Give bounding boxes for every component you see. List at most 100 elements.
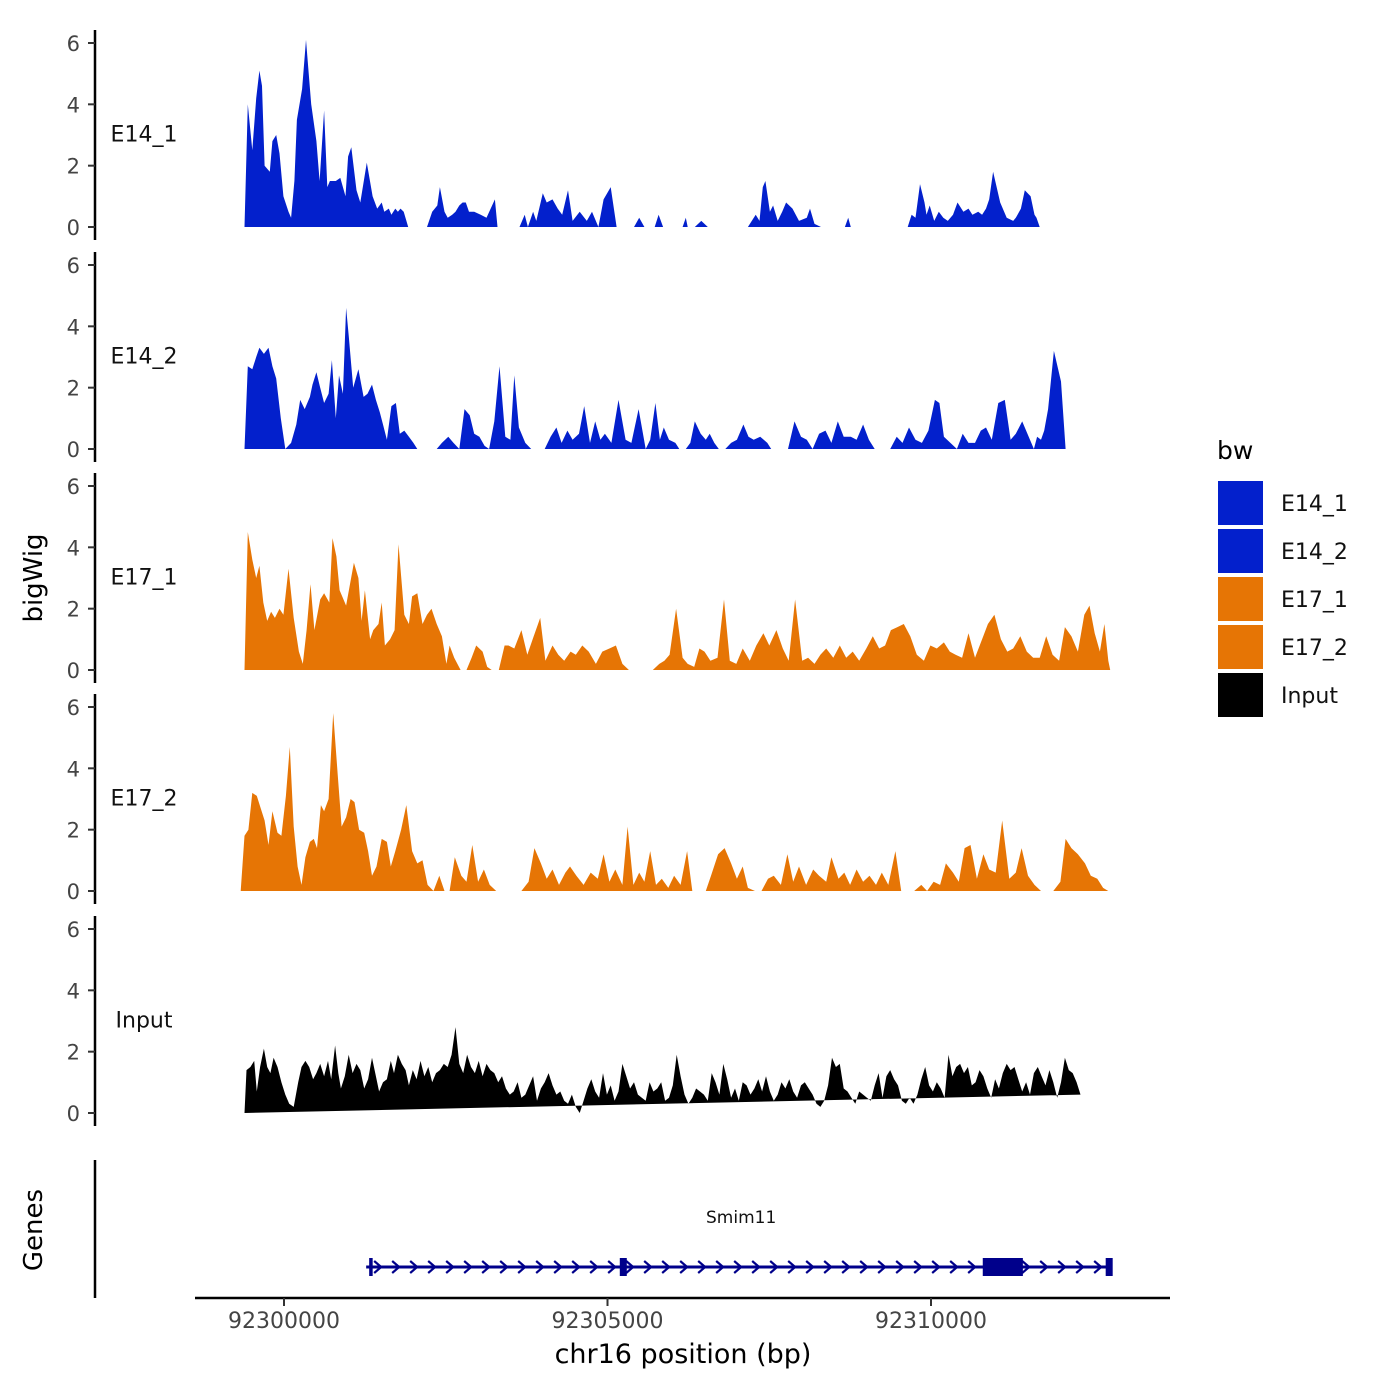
legend-label: Input [1281,684,1338,709]
gene-exon [1105,1258,1113,1276]
track-label-e17_1: E17_1 [111,565,178,590]
x-axis-title: chr16 position (bp) [555,1339,812,1370]
strand-arrow [931,1260,941,1274]
strand-arrow [517,1260,527,1274]
strand-arrow [787,1260,797,1274]
strand-arrow [463,1260,473,1274]
strand-arrow [373,1260,383,1274]
strand-arrow [967,1260,977,1274]
strand-arrow [535,1260,545,1274]
tracks-layer: 0 2 4 6 E14_1 0 2 4 6 E14_2 0 2 4 6 E17_1 0 2 4 6 E17_2 0 2 4 6… [67,30,1112,1126]
track-panel-input: 0 2 4 6 Input [67,916,1081,1126]
strand-arrow [409,1260,419,1274]
strand-arrow [571,1260,581,1274]
strand-arrow [823,1260,833,1274]
legend-key-e14_1 [1218,481,1263,525]
legend-key-input [1218,673,1263,717]
y-tick-label: 0 [67,438,80,462]
strand-arrow [391,1260,401,1274]
strand-arrow [427,1260,437,1274]
x-axis: chr16 position (bp) 92300000 92305000 9231… [195,1296,1170,1370]
track-label-e14_1: E14_1 [111,122,178,147]
gene-name-label: Smim11 [706,1208,776,1228]
y-axis-title: bigWig [19,533,49,622]
legend-key-e14_2 [1218,529,1263,573]
y-tick-label: 6 [67,475,80,499]
y-tick-label: 6 [67,32,80,56]
y-tick-label: 2 [67,819,80,843]
strand-arrow [499,1260,509,1274]
y-tick-label: 0 [67,216,80,240]
coverage-area-e14_2 [244,307,1105,449]
legend-label: E14_2 [1281,540,1348,565]
strand-arrow [589,1260,599,1274]
strand-arrow [877,1260,887,1274]
strand-arrow [643,1260,653,1274]
gene-exon [619,1258,627,1276]
strand-arrow [481,1260,491,1274]
strand-arrow [625,1260,635,1274]
legend-label: E17_1 [1281,588,1348,613]
legend: bw E14_1 E14_2 E17_1 E17_2 Input [1217,436,1348,717]
strand-arrow [949,1260,959,1274]
strand-arrow [769,1260,779,1274]
y-tick-label: 6 [67,254,80,278]
strand-arrow [751,1260,761,1274]
y-tick-label: 6 [67,918,80,942]
strand-arrow [1057,1260,1067,1274]
strand-arrow [607,1260,617,1274]
strand-arrow [1021,1260,1031,1274]
track-panel-e14_1: 0 2 4 6 E14_1 [67,30,1112,240]
genes-panel: Genes Smim11 [19,1160,1113,1298]
y-tick-label: 6 [67,696,80,720]
strand-arrow [1039,1260,1049,1274]
strand-arrow [1075,1260,1085,1274]
strand-arrow [895,1260,905,1274]
y-tick-label: 4 [67,93,80,117]
genes-axis-title: Genes [19,1189,49,1271]
gene-start-tick [369,1258,373,1276]
strand-arrow [553,1260,563,1274]
strand-arrow [679,1260,689,1274]
legend-label: E17_2 [1281,636,1348,661]
strand-arrow [445,1260,455,1274]
x-tick-label: 92310000 [875,1309,987,1334]
strand-arrow [697,1260,707,1274]
gene-model-smim11: Smim11 [366,1208,1113,1276]
y-tick-label: 2 [67,377,80,401]
y-tick-label: 2 [67,598,80,622]
track-label-e17_2: E17_2 [111,786,178,811]
strand-arrow [841,1260,851,1274]
legend-title: bw [1217,436,1253,465]
track-label-e14_2: E14_2 [111,344,178,369]
y-tick-label: 0 [67,1102,80,1126]
coverage-area-e17_1 [244,532,1111,670]
y-tick-label: 4 [67,536,80,560]
coverage-area-input [244,1027,1081,1113]
track-label-input: Input [116,1008,173,1033]
gene-exon [982,1258,1023,1276]
y-tick-label: 0 [67,880,80,904]
track-panel-e17_1: 0 2 4 6 E17_1 [67,473,1111,683]
y-tick-label: 2 [67,1041,80,1065]
y-tick-label: 2 [67,155,80,179]
y-tick-label: 4 [67,979,80,1003]
strand-arrow [1093,1260,1103,1274]
track-panel-e17_2: 0 2 4 6 E17_2 [67,694,1112,904]
y-tick-label: 4 [67,315,80,339]
x-tick-label: 92305000 [552,1309,664,1334]
legend-key-e17_1 [1218,577,1263,621]
y-tick-label: 0 [67,659,80,683]
coverage-area-e17_2 [240,713,1112,891]
track-panel-e14_2: 0 2 4 6 E14_2 [67,252,1105,462]
strand-arrow [805,1260,815,1274]
strand-arrow [733,1260,743,1274]
x-tick-label: 92300000 [228,1309,340,1334]
legend-key-e17_2 [1218,625,1263,669]
strand-arrow [715,1260,725,1274]
strand-arrow [859,1260,869,1274]
legend-label: E14_1 [1281,492,1348,517]
strand-arrow [913,1260,923,1274]
strand-arrow [661,1260,671,1274]
